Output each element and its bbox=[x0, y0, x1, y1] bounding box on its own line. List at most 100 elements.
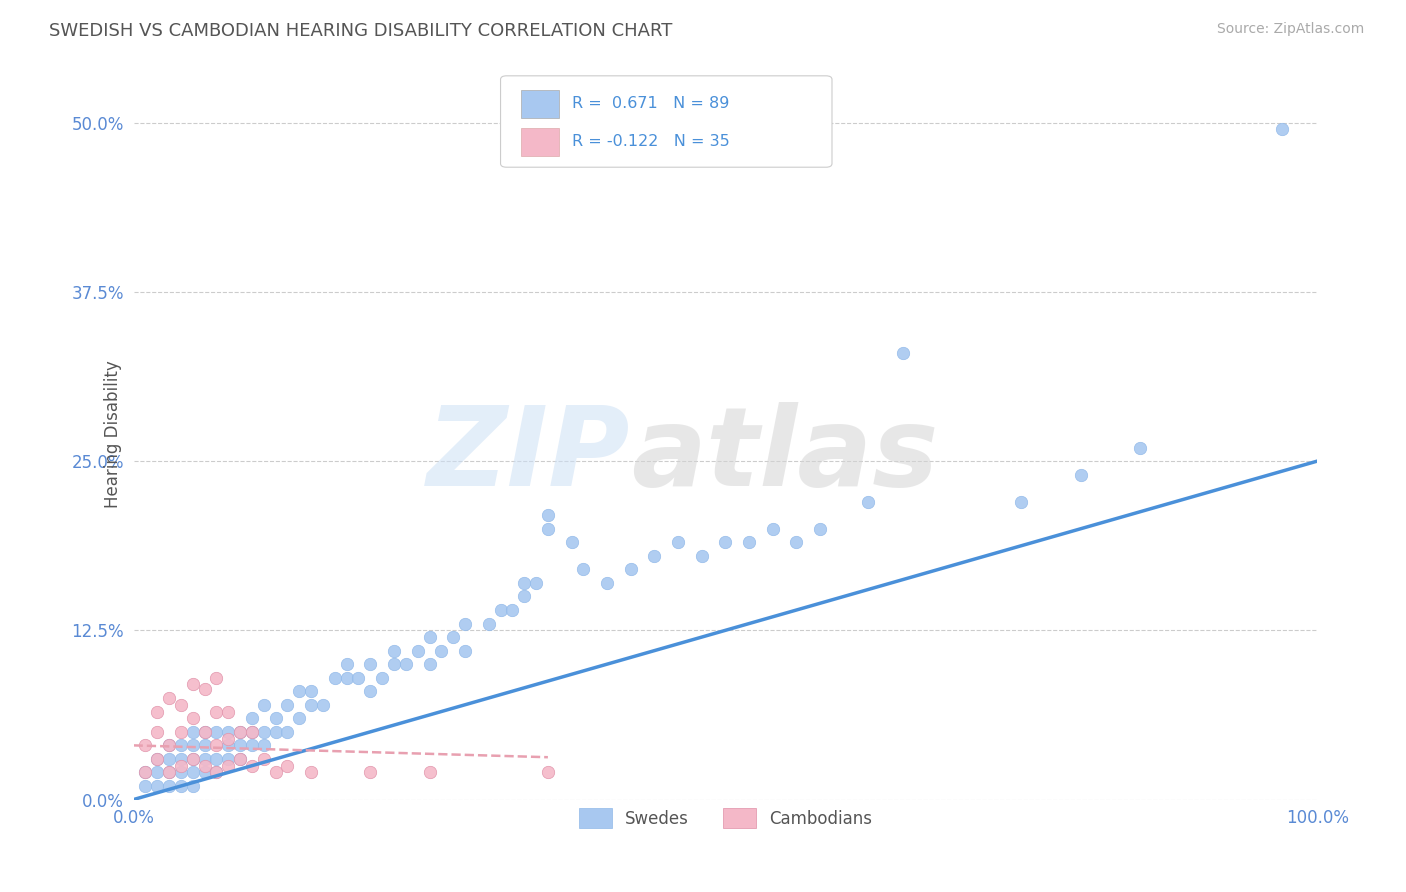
Point bbox=[501, 603, 523, 617]
Point bbox=[418, 657, 440, 672]
Point bbox=[336, 657, 359, 672]
Point bbox=[382, 643, 405, 657]
Point bbox=[1271, 122, 1294, 136]
Y-axis label: Hearing Disability: Hearing Disability bbox=[104, 360, 122, 508]
Point bbox=[240, 758, 263, 772]
Point bbox=[264, 765, 287, 780]
Point bbox=[240, 711, 263, 725]
Point bbox=[513, 590, 536, 604]
FancyBboxPatch shape bbox=[501, 76, 832, 167]
Point bbox=[217, 705, 239, 719]
Point bbox=[359, 765, 381, 780]
Point bbox=[157, 739, 180, 753]
Point bbox=[489, 603, 512, 617]
Point bbox=[264, 711, 287, 725]
Legend: Swedes, Cambodians: Swedes, Cambodians bbox=[572, 801, 879, 835]
Point bbox=[312, 698, 335, 712]
Point bbox=[194, 724, 217, 739]
Point bbox=[170, 739, 193, 753]
Point bbox=[513, 576, 536, 591]
Point bbox=[454, 643, 477, 657]
Point bbox=[537, 522, 560, 536]
Point bbox=[454, 616, 477, 631]
Point bbox=[371, 671, 394, 685]
Point bbox=[336, 671, 359, 685]
Point bbox=[299, 698, 322, 712]
Point bbox=[347, 671, 370, 685]
Point bbox=[276, 698, 298, 712]
Point bbox=[253, 739, 276, 753]
Point bbox=[253, 752, 276, 766]
Point bbox=[240, 739, 263, 753]
FancyBboxPatch shape bbox=[520, 90, 558, 119]
Point bbox=[856, 494, 879, 508]
Text: R = -0.122   N = 35: R = -0.122 N = 35 bbox=[572, 134, 730, 149]
Point bbox=[276, 758, 298, 772]
Text: R =  0.671   N = 89: R = 0.671 N = 89 bbox=[572, 96, 728, 112]
Point bbox=[643, 549, 665, 563]
Point bbox=[229, 724, 252, 739]
Point bbox=[229, 739, 252, 753]
Point bbox=[561, 535, 583, 549]
Point bbox=[1070, 467, 1092, 482]
Point bbox=[478, 616, 501, 631]
Point bbox=[217, 731, 239, 746]
Text: ZIP: ZIP bbox=[427, 402, 631, 509]
Point bbox=[288, 711, 311, 725]
Point bbox=[181, 779, 204, 793]
Point bbox=[170, 752, 193, 766]
Point bbox=[785, 535, 807, 549]
Point bbox=[146, 765, 169, 780]
Point bbox=[596, 576, 619, 591]
Point bbox=[146, 752, 169, 766]
Point bbox=[406, 643, 429, 657]
Text: SWEDISH VS CAMBODIAN HEARING DISABILITY CORRELATION CHART: SWEDISH VS CAMBODIAN HEARING DISABILITY … bbox=[49, 22, 672, 40]
Point bbox=[205, 765, 228, 780]
Point bbox=[181, 765, 204, 780]
Point bbox=[205, 739, 228, 753]
Point bbox=[194, 681, 217, 696]
Point bbox=[382, 657, 405, 672]
Point bbox=[170, 758, 193, 772]
Point bbox=[181, 677, 204, 691]
FancyBboxPatch shape bbox=[520, 128, 558, 156]
Point bbox=[205, 765, 228, 780]
Point bbox=[134, 765, 156, 780]
Point bbox=[217, 752, 239, 766]
Point bbox=[134, 765, 156, 780]
Point bbox=[157, 765, 180, 780]
Point bbox=[170, 724, 193, 739]
Point bbox=[714, 535, 737, 549]
Point bbox=[690, 549, 713, 563]
Point bbox=[205, 752, 228, 766]
Point bbox=[170, 698, 193, 712]
Point bbox=[288, 684, 311, 698]
Point bbox=[181, 752, 204, 766]
Point bbox=[323, 671, 346, 685]
Point bbox=[157, 779, 180, 793]
Point bbox=[181, 752, 204, 766]
Point bbox=[572, 562, 595, 576]
Point bbox=[762, 522, 785, 536]
Point bbox=[359, 657, 381, 672]
Point bbox=[666, 535, 689, 549]
Point bbox=[240, 724, 263, 739]
Point bbox=[157, 752, 180, 766]
Point bbox=[395, 657, 418, 672]
Point bbox=[194, 724, 217, 739]
Point bbox=[146, 705, 169, 719]
Point bbox=[418, 630, 440, 644]
Point bbox=[418, 765, 440, 780]
Point bbox=[170, 779, 193, 793]
Point bbox=[1010, 494, 1032, 508]
Point bbox=[240, 724, 263, 739]
Point bbox=[524, 576, 547, 591]
Point bbox=[157, 691, 180, 706]
Point bbox=[299, 765, 322, 780]
Point bbox=[808, 522, 831, 536]
Point bbox=[229, 752, 252, 766]
Text: Source: ZipAtlas.com: Source: ZipAtlas.com bbox=[1216, 22, 1364, 37]
Point bbox=[891, 346, 914, 360]
Point bbox=[217, 758, 239, 772]
Point bbox=[181, 739, 204, 753]
